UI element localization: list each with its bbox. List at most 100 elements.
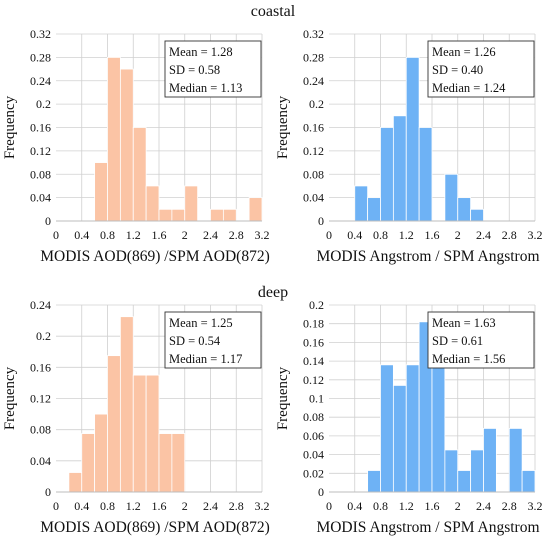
- x-tick-label: 0.8: [100, 228, 115, 242]
- histogram-bar: [184, 185, 199, 222]
- histogram-bar: [380, 364, 394, 493]
- y-tick-label: 0.02: [303, 466, 324, 480]
- y-tick-label: 0.08: [303, 410, 324, 424]
- stats-line: Mean = 1.28: [169, 45, 233, 59]
- histogram-bar: [521, 470, 536, 493]
- y-tick-label: 0.32: [303, 27, 324, 41]
- histogram-bar: [508, 428, 523, 493]
- histogram-bar: [94, 162, 108, 222]
- stats-line: Median = 1.56: [432, 352, 505, 366]
- y-tick-label: 0.28: [303, 50, 324, 64]
- y-tick-label: 0.16: [303, 121, 324, 135]
- y-tick-label: 0.12: [30, 392, 51, 406]
- y-tick-label: 0.32: [30, 27, 51, 41]
- stats-line: Mean = 1.26: [432, 45, 496, 59]
- x-tick-label: 0.8: [373, 228, 388, 242]
- histogram-bar: [444, 449, 459, 493]
- y-tick-label: 0.2: [309, 298, 324, 312]
- x-tick-label: 2.4: [476, 499, 491, 513]
- x-tick-label: 2.8: [502, 228, 517, 242]
- stats-line: SD = 0.58: [169, 63, 220, 77]
- histogram-bar: [81, 433, 96, 493]
- histogram-bar: [132, 374, 147, 493]
- stats-line: Median = 1.17: [169, 352, 242, 366]
- histogram-bar: [119, 316, 134, 493]
- x-tick-label: 1.6: [425, 499, 440, 513]
- histogram-bar: [132, 127, 147, 222]
- stats-line: SD = 0.54: [169, 334, 221, 348]
- x-tick-label: 1.2: [399, 499, 414, 513]
- stats-box: [427, 40, 535, 98]
- histogram-bar: [107, 355, 121, 493]
- x-tick-label: 2: [455, 228, 461, 242]
- x-tick-label: 1.6: [152, 228, 167, 242]
- histogram-bar: [470, 208, 484, 222]
- x-axis-label: MODIS Angstrom / SPM Angstrom: [316, 248, 539, 265]
- y-tick-label: 0.24: [30, 298, 51, 312]
- histogram-bar: [418, 127, 433, 222]
- y-axis-label: Frequency: [2, 366, 18, 430]
- histogram-bar: [248, 197, 263, 222]
- y-tick-label: 0: [318, 214, 324, 228]
- x-tick-label: 0.4: [74, 499, 89, 513]
- x-tick-label: 2.4: [203, 228, 218, 242]
- histogram-bar: [457, 197, 472, 222]
- histogram-bar: [470, 449, 484, 493]
- x-tick-label: 0: [53, 228, 59, 242]
- y-tick-label: 0: [45, 214, 51, 228]
- y-tick-label: 0.24: [30, 74, 51, 88]
- stats-line: Median = 1.13: [169, 81, 242, 95]
- histogram-bar: [367, 470, 381, 493]
- y-tick-label: 0.2: [36, 329, 51, 343]
- histogram-bar: [457, 470, 472, 493]
- stats-line: Median = 1.24: [432, 81, 506, 95]
- x-tick-label: 1.2: [126, 228, 141, 242]
- x-tick-label: 1.6: [152, 499, 167, 513]
- histogram-bar: [392, 385, 407, 493]
- x-tick-label: 0: [326, 499, 332, 513]
- y-tick-label: 0.1: [309, 392, 324, 406]
- stats-line: Mean = 1.63: [432, 316, 496, 330]
- y-tick-label: 0: [45, 485, 51, 499]
- x-tick-label: 2.4: [203, 499, 218, 513]
- histogram-bar: [405, 56, 420, 222]
- stats-line: SD = 0.40: [432, 63, 483, 77]
- histogram-bar: [158, 433, 173, 493]
- histogram-bar: [107, 56, 121, 222]
- y-tick-label: 0.04: [30, 454, 51, 468]
- y-tick-label: 0.04: [30, 191, 51, 205]
- x-tick-label: 0.4: [347, 499, 362, 513]
- y-tick-label: 0.16: [30, 121, 51, 135]
- histogram-bar: [405, 364, 420, 493]
- y-tick-label: 0.24: [303, 74, 324, 88]
- stats-box: [164, 311, 262, 369]
- histogram-bar: [392, 115, 407, 222]
- y-tick-label: 0.04: [303, 191, 324, 205]
- x-tick-label: 2.8: [229, 499, 244, 513]
- stats-box: [164, 40, 262, 98]
- y-tick-label: 0.14: [303, 354, 324, 368]
- y-tick-label: 0.28: [30, 50, 51, 64]
- y-axis-label: Frequency: [2, 95, 18, 159]
- histogram-bar: [94, 413, 108, 493]
- histogram-bar: [380, 127, 394, 222]
- x-tick-label: 1.2: [126, 499, 141, 513]
- histogram-deep-angstrom-ratio: 0 0.02 0.04 0.06 0.08 0.1 0.12 0.14 0.16 0.18 0.2 0…: [275, 298, 543, 536]
- histogram-bar: [210, 208, 224, 222]
- x-tick-label: 2.8: [229, 228, 244, 242]
- x-tick-label: 3.2: [528, 499, 543, 513]
- y-tick-label: 0.18: [303, 317, 324, 331]
- x-tick-label: 1.6: [425, 228, 440, 242]
- x-tick-label: 0: [326, 228, 332, 242]
- y-tick-label: 0.06: [303, 429, 324, 443]
- x-tick-label: 3.2: [528, 228, 543, 242]
- section-title-deep: deep: [258, 284, 288, 301]
- x-tick-label: 0.8: [100, 499, 115, 513]
- x-tick-label: 1.2: [399, 228, 414, 242]
- x-tick-label: 0.8: [373, 499, 388, 513]
- y-axis-label: Frequency: [275, 366, 291, 430]
- stats-line: SD = 0.61: [432, 334, 483, 348]
- section-title-coastal: coastal: [251, 3, 296, 20]
- histogram-bar: [171, 433, 186, 493]
